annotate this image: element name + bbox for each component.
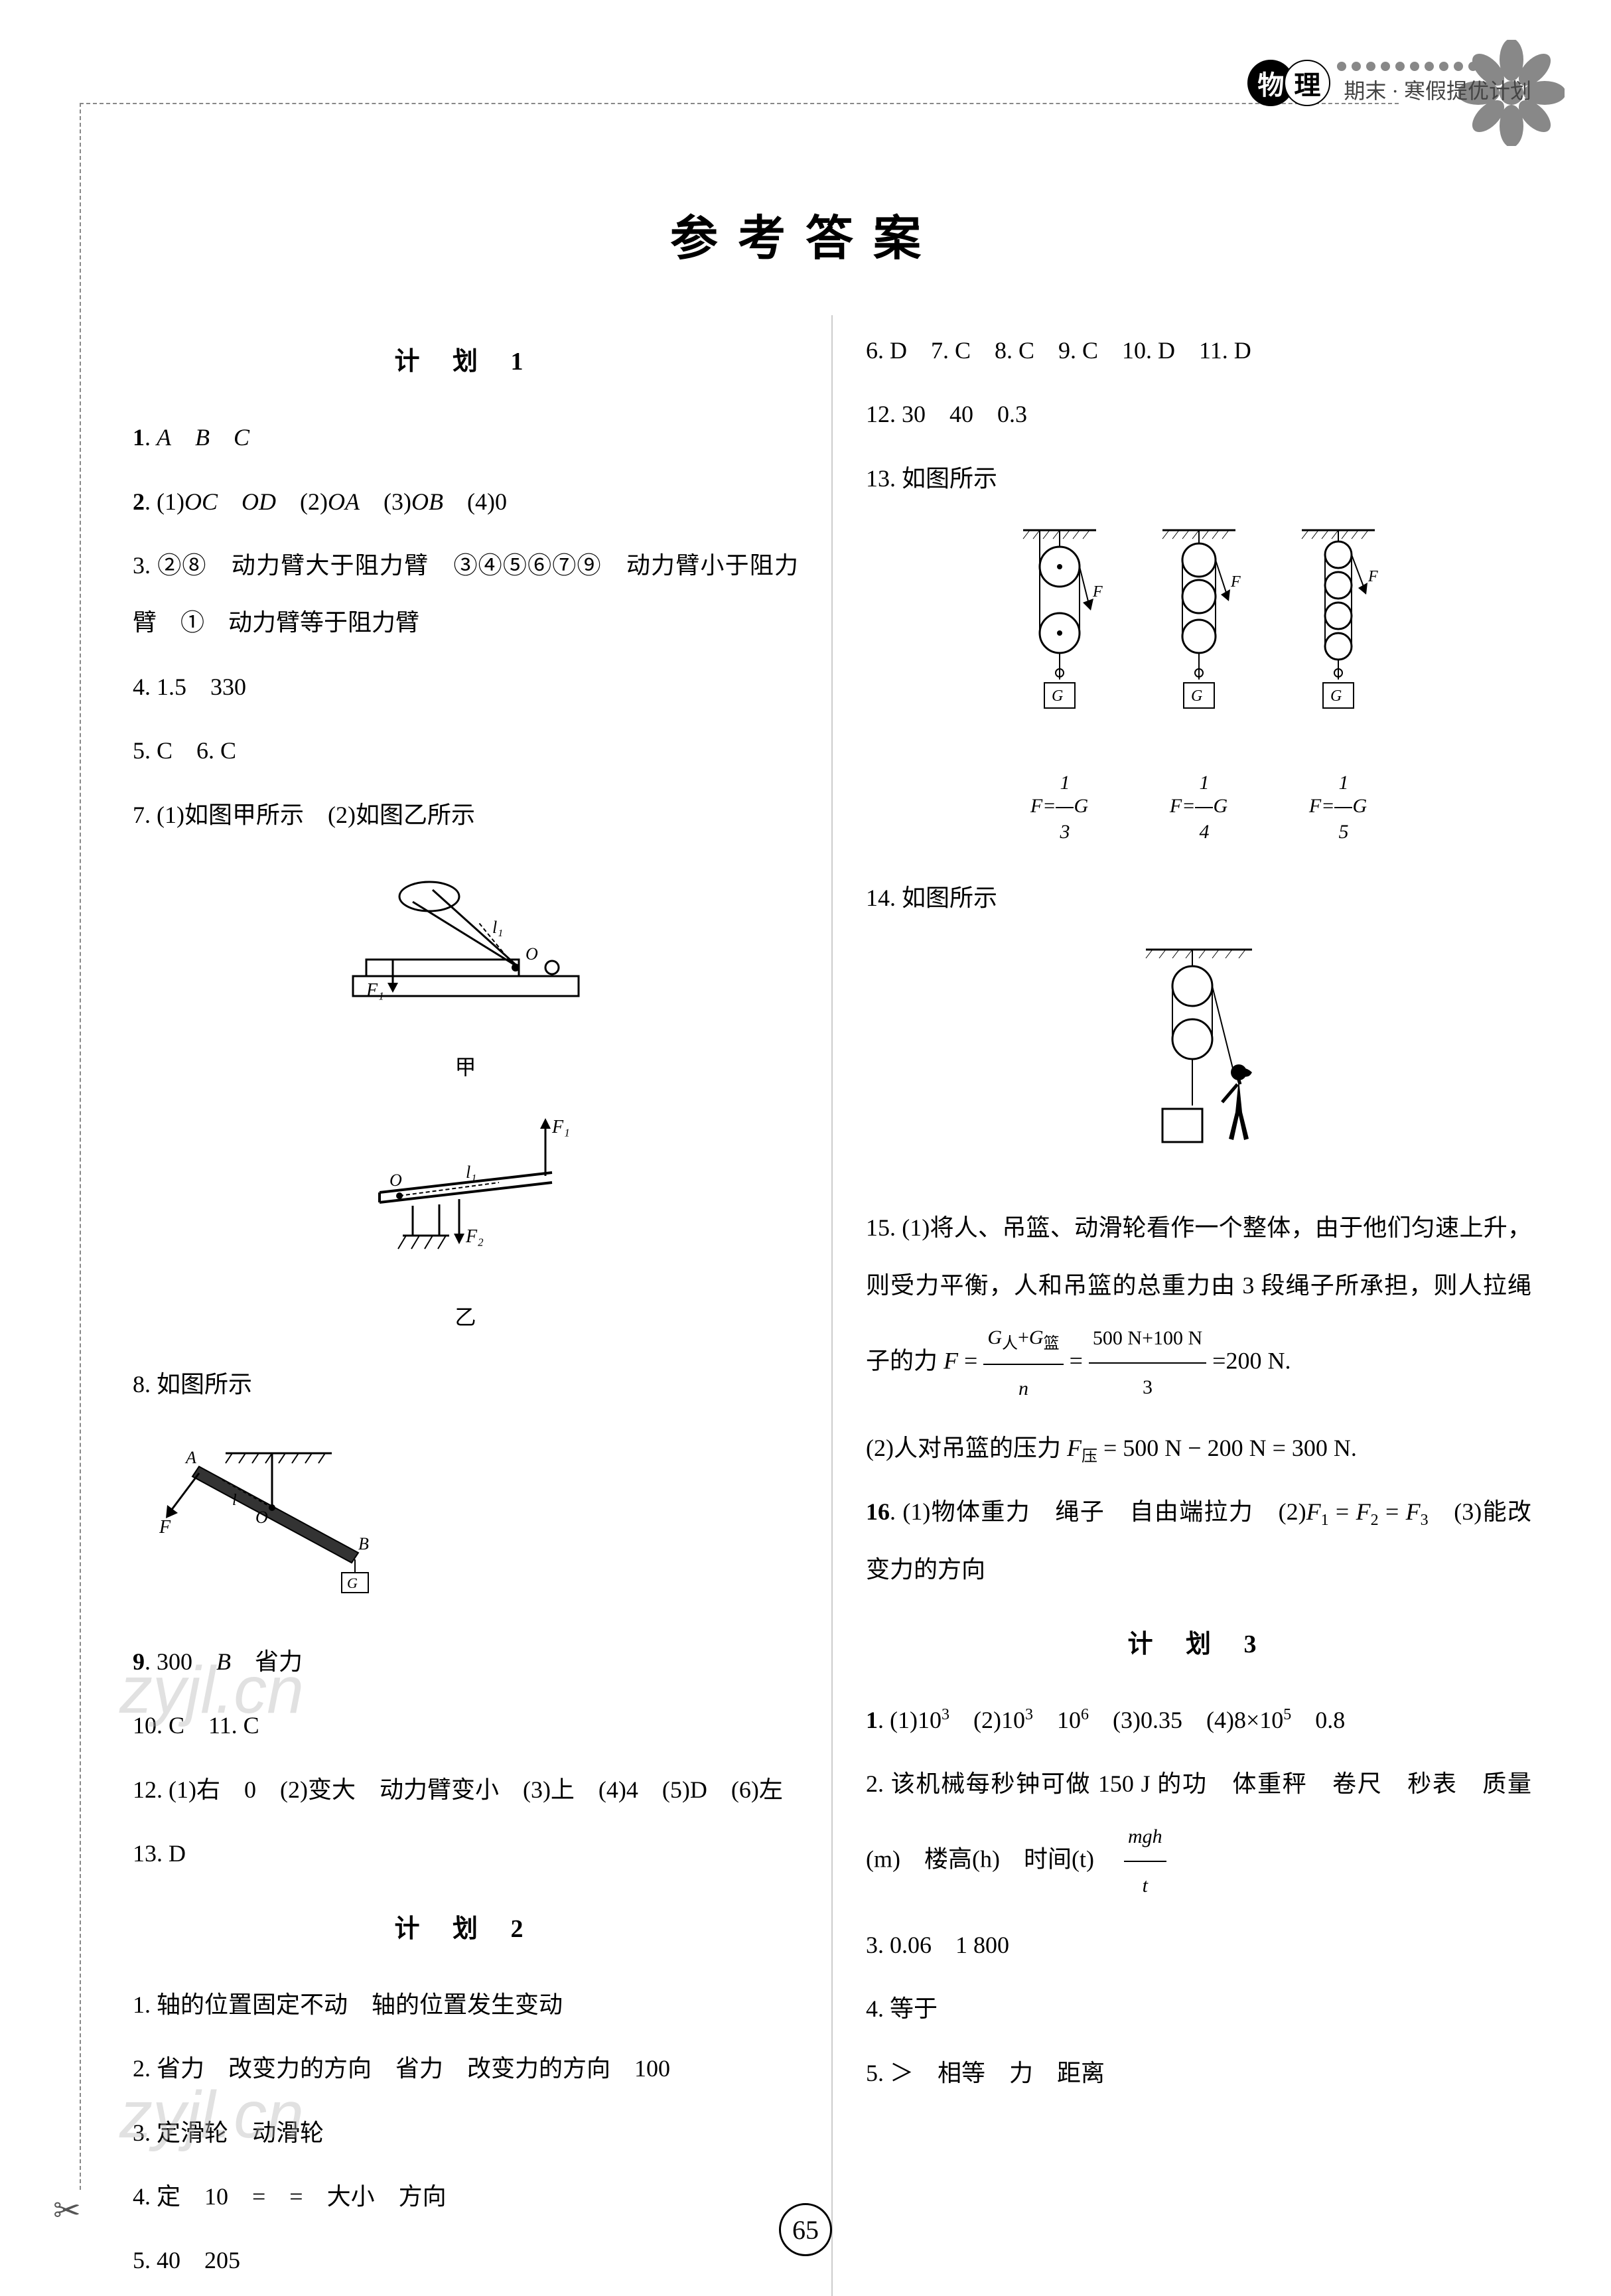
column-divider [831,315,833,2296]
s2-q12: 12. 30 40 0.3 [866,386,1531,443]
pulley-1-cap: F=13G [1003,759,1116,856]
svg-text:F: F [1367,568,1378,585]
svg-text:G: G [1191,687,1202,705]
header-right: 物 理 期末 · 寒假提优计划 [1247,60,1531,106]
figure-pulleys-row: F G F=13G [866,520,1531,855]
column-left: 计 划 1 1. A B C 2. (1)OC OD (2)OA (3)OB (… [133,315,798,2296]
s2-q1: 1. 轴的位置固定不动 轴的位置发生变动 [133,1976,798,2033]
pulley-3-cap: F=15G [1282,759,1395,856]
content-columns: 计 划 1 1. A B C 2. (1)OC OD (2)OA (3)OB (… [80,315,1531,2296]
s1-q9: 9. 300 B 省力 [133,1633,798,1690]
s1-q4: 4. 1.5 330 [133,658,798,715]
svg-text:F: F [1230,573,1241,591]
pulley-2-cap: F=14G [1143,759,1255,856]
s3-q1: 1. (1)103 (2)103 106 (3)0.35 (4)8×105 0.… [866,1691,1531,1749]
dots-decoration [1337,62,1531,71]
s2-q15c: (2)人对吊篮的压力 F压 = 500 N − 200 N = 300 N. [866,1419,1531,1476]
svg-text:F₂: F₂ [465,1226,484,1247]
figure-lever-2: O F₁ l₁ F₂ 乙 [133,1106,798,1342]
s1-q2: 2. (1)OC OD (2)OA (3)OB (4)0 [133,473,798,530]
svg-text:l: l [232,1492,237,1509]
page-title: 参考答案 [80,199,1531,269]
s2-q14: 14. 如图所示 [866,869,1531,926]
svg-text:l₁: l₁ [492,918,503,937]
header-subtitle: 期末 · 寒假提优计划 [1344,74,1531,105]
svg-text:O: O [389,1171,402,1190]
s2-q5: 5. 40 205 [133,2232,798,2289]
svg-text:G: G [1330,687,1342,705]
s1-q5: 5. C 6. C [133,722,798,779]
svg-text:A: A [184,1448,196,1467]
s1-q13: 13. D [133,1825,798,1882]
s2-q4: 4. 定 10 = = 大小 方向 [133,2168,798,2225]
s1-q12: 12. (1)右 0 (2)变大 动力臂变小 (3)上 (4)4 (5)D (6… [133,1761,798,1818]
svg-text:l₁: l₁ [466,1163,476,1182]
s1-q10: 10. C 11. C [133,1697,798,1754]
s3-q3: 3. 0.06 1 800 [866,1916,1531,1973]
figure-man-pulley [866,940,1531,1186]
svg-text:O: O [255,1508,268,1527]
s2-q13: 13. 如图所示 [866,450,1531,507]
pulley-1: F G F=13G [1003,520,1116,855]
svg-text:F: F [159,1517,171,1538]
figure-1-caption: 甲 [133,1042,798,1093]
page-number: 65 [779,2203,832,2256]
pulley-2: F G F=14G [1143,520,1255,855]
s3-q2: 2. 该机械每秒钟可做 150 J 的功 体重秤 卷尺 秒表 质量(m) 楼高(… [866,1755,1531,1909]
s1-q1: 1. A B C [133,409,798,466]
pulley-3: F G F=15G [1282,520,1395,855]
s1-q8: 8. 如图所示 [133,1356,798,1413]
svg-text:G: G [1052,687,1063,705]
svg-text:F₁: F₁ [551,1117,570,1137]
svg-text:F: F [1092,583,1103,601]
section-3-title: 计 划 3 [866,1614,1531,1675]
section-2-title: 计 划 2 [133,1899,798,1960]
section-1-title: 计 划 1 [133,332,798,392]
svg-text:O: O [525,944,538,964]
figure-2-caption: 乙 [133,1292,798,1343]
figure-lever-3: O A F l B G [133,1427,798,1620]
s2-q2: 2. 省力 改变力的方向 省力 改变力的方向 100 [133,2040,798,2097]
physics-badge: 物 理 [1247,60,1330,106]
s3-q5: 5. ＞ 相等 力 距离 [866,2045,1531,2102]
svg-text:G: G [347,1575,358,1591]
s1-q7: 7. (1)如图甲所示 (2)如图乙所示 [133,786,798,843]
s3-q4: 4. 等于 [866,1980,1531,2037]
figure-lever-1: O l₁ F₁ 甲 [133,857,798,1093]
s3-q2-text: 2. 该机械每秒钟可做 150 J 的功 体重秤 卷尺 秒表 质量(m) 楼高(… [866,1770,1531,1872]
physics-char-2: 理 [1284,60,1330,106]
s2-q15: 15. (1)将人、吊篮、动滑轮看作一个整体，由于他们匀速上升，则受力平衡，人和… [866,1199,1531,1412]
header-dashed-line [80,103,1399,104]
svg-text:F₁: F₁ [366,980,384,1001]
s2-q16: 16. (1)物体重力 绳子 自由端拉力 (2)F1 = F2 = F3 (3)… [866,1483,1531,1598]
scissors-icon: ✂ [53,2191,81,2230]
left-dashed-border [80,103,81,2190]
header-subtitle-block: 期末 · 寒假提优计划 [1337,62,1531,105]
s1-q3: 3. ②⑧ 动力臂大于阻力臂 ③④⑤⑥⑦⑨ 动力臂小于阻力臂 ① 动力臂等于阻力… [133,537,798,652]
column-right: 6. D 7. C 8. C 9. C 10. D 11. D 12. 30 4… [866,315,1531,2296]
s2-q15-result: =200 N. [1212,1348,1291,1374]
svg-text:B: B [358,1534,369,1553]
s2-q6: 6. D 7. C 8. C 9. C 10. D 11. D [866,322,1531,379]
s2-q3: 3. 定滑轮 动滑轮 [133,2104,798,2161]
